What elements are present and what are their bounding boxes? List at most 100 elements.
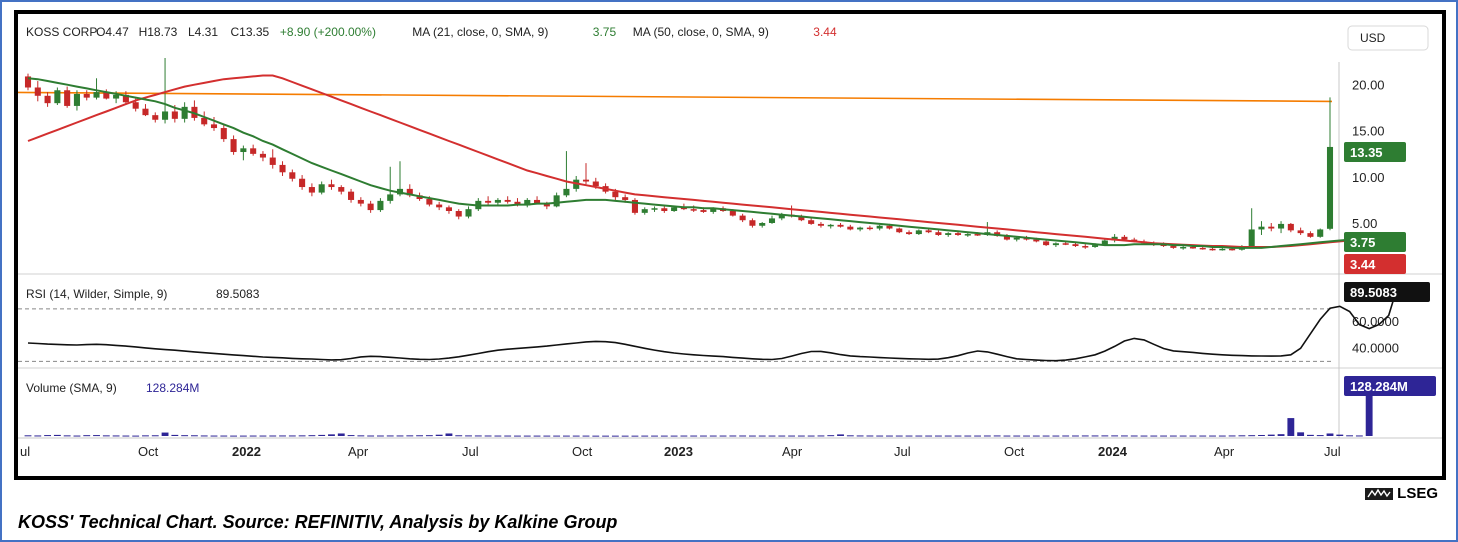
- legend-value: +8.90 (+200.00%): [280, 25, 376, 39]
- candle-body: [876, 225, 883, 229]
- volume-bar: [1140, 435, 1148, 437]
- legend-value: KOSS CORP: [26, 25, 97, 39]
- candle-body: [93, 92, 100, 98]
- candle-body: [925, 230, 932, 233]
- volume-bar: [866, 435, 874, 437]
- volume-bar: [827, 435, 835, 437]
- volume-bar: [73, 435, 81, 437]
- volume-bar: [239, 435, 247, 437]
- volume-bar: [465, 435, 472, 437]
- time-axis-label: Apr: [348, 444, 369, 459]
- ma21-badge: [1344, 232, 1406, 252]
- price-tick-label: 15.00: [1352, 124, 1385, 139]
- time-axis-label: Oct: [572, 444, 593, 459]
- candle-body: [73, 93, 80, 106]
- candle-body: [318, 184, 325, 193]
- candle-body: [1033, 239, 1040, 242]
- lseg-logo-icon: [1365, 487, 1394, 500]
- candle-body: [485, 200, 492, 203]
- candle-body: [817, 223, 824, 226]
- candle-body: [524, 199, 531, 206]
- candle-body: [661, 208, 668, 212]
- time-axis-label: Apr: [1214, 444, 1235, 459]
- volume-bar: [817, 435, 825, 437]
- volume-bar: [582, 435, 590, 437]
- candle-body: [1121, 236, 1128, 240]
- volume-bar: [1326, 433, 1334, 436]
- candle-body: [44, 95, 51, 104]
- volume-bar: [259, 435, 267, 437]
- candle-body: [612, 191, 619, 198]
- volume-bar: [102, 435, 110, 437]
- candle-body: [631, 199, 638, 213]
- candle-body: [671, 207, 678, 212]
- candle-body: [886, 225, 893, 229]
- candle-body: [426, 199, 433, 205]
- candle-body: [739, 215, 746, 221]
- ma21-legend-label: MA (21, close, 0, SMA, 9): [412, 25, 548, 39]
- volume-bar: [181, 435, 189, 437]
- candle-body: [1170, 246, 1177, 248]
- candle-body: [1287, 223, 1294, 231]
- volume-bar: [24, 435, 32, 437]
- candle-body: [1072, 244, 1079, 247]
- volume-bar: [1365, 377, 1373, 436]
- legend-value: C13.35: [231, 25, 270, 39]
- volume-bar: [1003, 435, 1011, 437]
- brand-mark: LSEG: [1365, 485, 1438, 502]
- volume-bar: [533, 435, 541, 437]
- volume-bar: [553, 435, 561, 437]
- candle-body: [250, 148, 257, 154]
- ma50-legend-label: MA (50, close, 0, SMA, 9): [633, 25, 769, 39]
- volume-bar: [1306, 434, 1314, 436]
- candle-body: [201, 117, 208, 125]
- time-axis-label: 2023: [664, 444, 693, 459]
- volume-bar: [543, 435, 551, 437]
- volume-bar: [210, 435, 218, 437]
- candle-body: [749, 220, 756, 226]
- candle-body: [103, 92, 110, 99]
- volume-bar: [758, 435, 766, 437]
- volume-bar: [1238, 435, 1246, 437]
- volume-bar: [1111, 435, 1119, 437]
- volume-bar: [974, 435, 982, 437]
- candle-body: [837, 224, 844, 227]
- candle-body: [83, 93, 90, 98]
- volume-bar: [895, 435, 903, 437]
- volume-bar: [651, 435, 658, 437]
- volume-bar: [171, 434, 179, 436]
- candle-body: [494, 199, 501, 203]
- volume-bar: [964, 435, 972, 437]
- volume-bar: [1072, 435, 1079, 437]
- volume-bar: [660, 435, 668, 437]
- volume-bar: [729, 435, 737, 437]
- volume-bar: [778, 435, 786, 437]
- legend-value: H18.73: [139, 25, 178, 39]
- volume-bar: [425, 435, 433, 437]
- currency-button[interactable]: [1347, 25, 1429, 51]
- candle-body: [181, 106, 188, 119]
- candle-body: [259, 153, 266, 158]
- candle-body: [220, 128, 227, 140]
- candle-body: [778, 214, 785, 219]
- candle-body: [1043, 241, 1050, 246]
- candle-body: [1297, 230, 1304, 234]
- volume-legend-value: 128.284M: [146, 381, 199, 395]
- candle-body: [504, 199, 511, 202]
- volume-bar: [592, 435, 600, 437]
- candle-body: [641, 209, 648, 213]
- volume-bar: [1179, 435, 1187, 437]
- volume-bar: [1013, 435, 1021, 437]
- volume-bar: [445, 433, 453, 436]
- volume-bar: [93, 435, 100, 437]
- volume-bar: [670, 435, 678, 437]
- volume-bar: [83, 435, 91, 437]
- candle-body: [534, 199, 541, 204]
- volume-bar: [572, 435, 580, 437]
- volume-bar: [641, 435, 649, 437]
- candle-body: [906, 232, 913, 235]
- candle-body: [759, 222, 766, 226]
- volume-bar: [220, 435, 228, 437]
